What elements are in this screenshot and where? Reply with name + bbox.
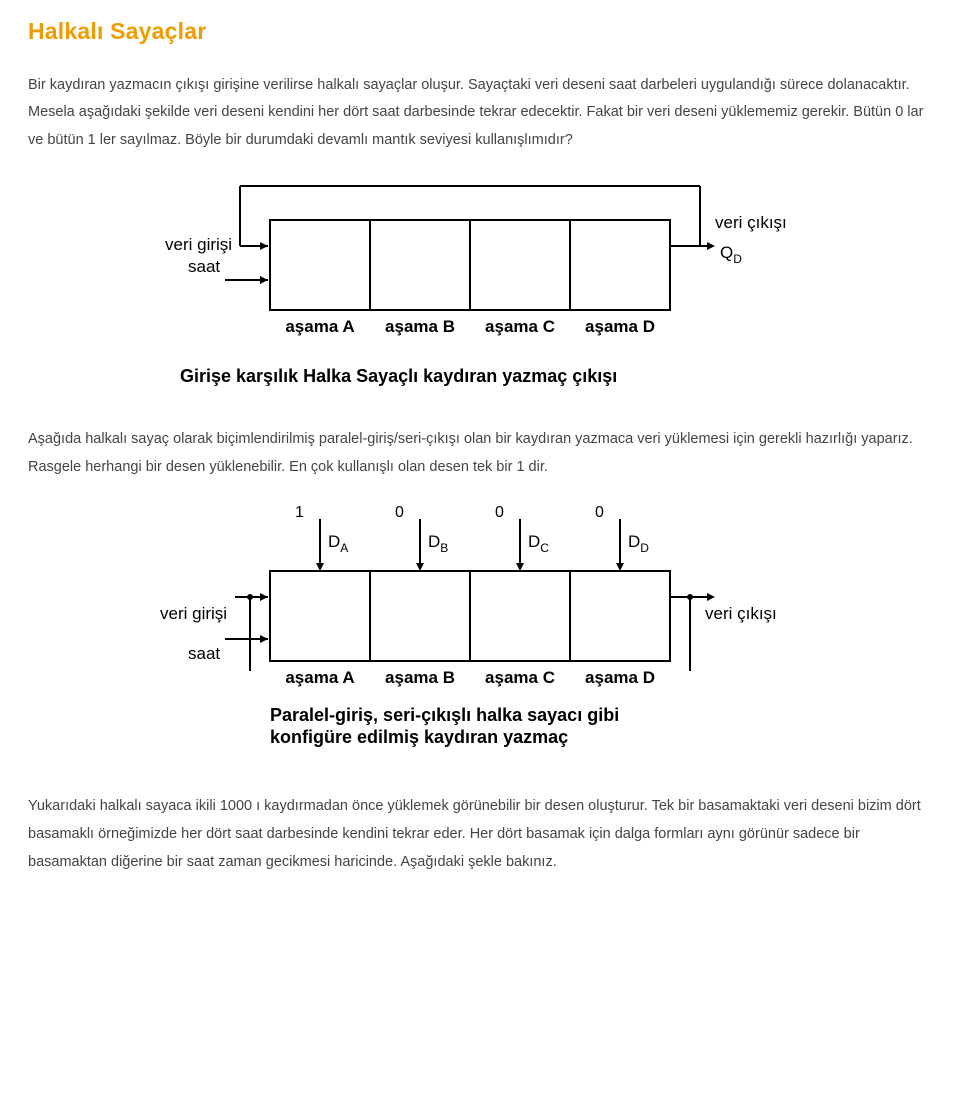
label-veri-cikisi: veri çıkışı: [715, 213, 787, 232]
d-a: DA: [328, 532, 348, 555]
paragraph-1: Bir kaydıran yazmacın çıkışı girişine ve…: [28, 72, 932, 155]
d-b: DB: [428, 532, 448, 555]
diagram-2-caption-l2: konfigüre edilmiş kaydıran yazmaç: [270, 727, 568, 747]
diagram-2-wrap: 1 DA 0 DB 0 DC 0 DD veri girişi saat ver…: [28, 499, 932, 769]
paragraph-2: Aşağıda halkalı sayaç olarak biçimlendir…: [28, 426, 932, 481]
diagram-2: 1 DA 0 DB 0 DC 0 DD veri girişi saat ver…: [160, 499, 800, 769]
label-saat: saat: [188, 257, 220, 276]
stage-c-2: aşama C: [485, 668, 555, 687]
stage-d: aşama D: [585, 317, 655, 336]
bit-a: 1: [295, 504, 304, 521]
page-title: Halkalı Sayaçlar: [28, 10, 932, 54]
bit-d: 0: [595, 504, 604, 521]
label-veri-girisi: veri girişi: [165, 235, 232, 254]
d-d: DD: [628, 532, 649, 555]
label-qd: QD: [720, 243, 742, 266]
bit-c: 0: [495, 504, 504, 521]
stage-b: aşama B: [385, 317, 455, 336]
label-veri-cikisi-2: veri çıkışı: [705, 604, 777, 623]
label-veri-girisi-2: veri girişi: [160, 604, 227, 623]
diagram-1: veri girişi saat veri çıkışı QD aşama A …: [160, 172, 800, 402]
paragraph-3: Yukarıdaki halkalı sayaca ikili 1000 ı k…: [28, 793, 932, 876]
diagram-1-caption: Girişe karşılık Halka Sayaçlı kaydıran y…: [180, 366, 617, 386]
diagram-1-wrap: veri girişi saat veri çıkışı QD aşama A …: [28, 172, 932, 402]
stage-d-2: aşama D: [585, 668, 655, 687]
bit-b: 0: [395, 504, 404, 521]
stage-a: aşama A: [285, 317, 354, 336]
d-c: DC: [528, 532, 549, 555]
stage-a-2: aşama A: [285, 668, 354, 687]
label-saat-2: saat: [188, 644, 220, 663]
diagram-2-caption-l1: Paralel-giriş, seri-çıkışlı halka sayacı…: [270, 705, 619, 725]
stage-c: aşama C: [485, 317, 555, 336]
stage-b-2: aşama B: [385, 668, 455, 687]
